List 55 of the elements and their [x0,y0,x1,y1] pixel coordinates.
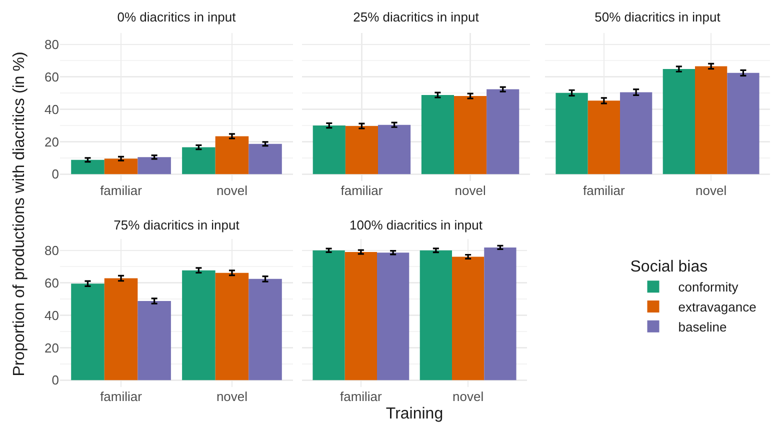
x-tick-label: familiar [582,183,626,198]
bar [138,300,171,380]
bar [486,89,520,174]
bar [588,100,620,174]
y-tick-label: 0 [52,372,59,388]
y-tick-label: 0 [52,166,59,182]
x-tick-label: novel [696,183,727,198]
legend-label: conformity [678,280,739,295]
bar [104,158,138,174]
y-tick-label: 60 [44,69,59,84]
bar [104,278,138,380]
y-tick-label: 40 [44,102,59,117]
bar [71,160,104,174]
bar [345,126,378,174]
bar [215,272,249,380]
bar [662,69,695,174]
y-tick-label: 40 [44,308,59,323]
bar [71,284,104,380]
bar [215,136,249,174]
chart-title: 25% diacritics in input [353,10,480,25]
bar [248,278,282,380]
bar [556,92,588,174]
bar [695,66,728,174]
x-tick-label: novel [454,183,486,198]
x-tick-label: familiar [100,389,143,404]
legend-title: Social bias [630,258,708,276]
bar [378,124,411,174]
y-axis-title: Proportion of productions with diacritics (in %) [11,50,29,378]
bar [454,96,487,174]
bar [421,94,454,174]
chart-title: 75% diacritics in input [114,218,240,233]
bar [182,147,216,174]
x-tick-label: novel [216,389,248,404]
bar [138,157,171,174]
y-tick-label: 60 [44,275,59,290]
x-tick-label: novel [452,389,484,404]
y-tick-label: 80 [44,242,59,258]
x-axis-title: Training [386,406,444,423]
y-tick-label: 20 [44,340,59,356]
legend-label: baseline [678,319,727,334]
bar [182,270,216,380]
x-tick-label: familiar [340,389,383,404]
bar [727,72,760,174]
x-tick-label: novel [216,183,248,198]
chart-title: 100% diacritics in input [350,218,483,233]
bar [248,144,282,174]
chart-title: 0% diacritics in input [117,10,236,25]
bar [620,92,652,174]
x-tick-label: familiar [340,183,384,198]
x-tick-label: familiar [100,183,143,198]
chart-title: 50% diacritics in input [594,10,721,25]
bar [312,126,346,174]
y-tick-label: 20 [44,134,59,150]
y-tick-label: 80 [44,36,59,52]
legend-label: extravagance [678,300,756,315]
